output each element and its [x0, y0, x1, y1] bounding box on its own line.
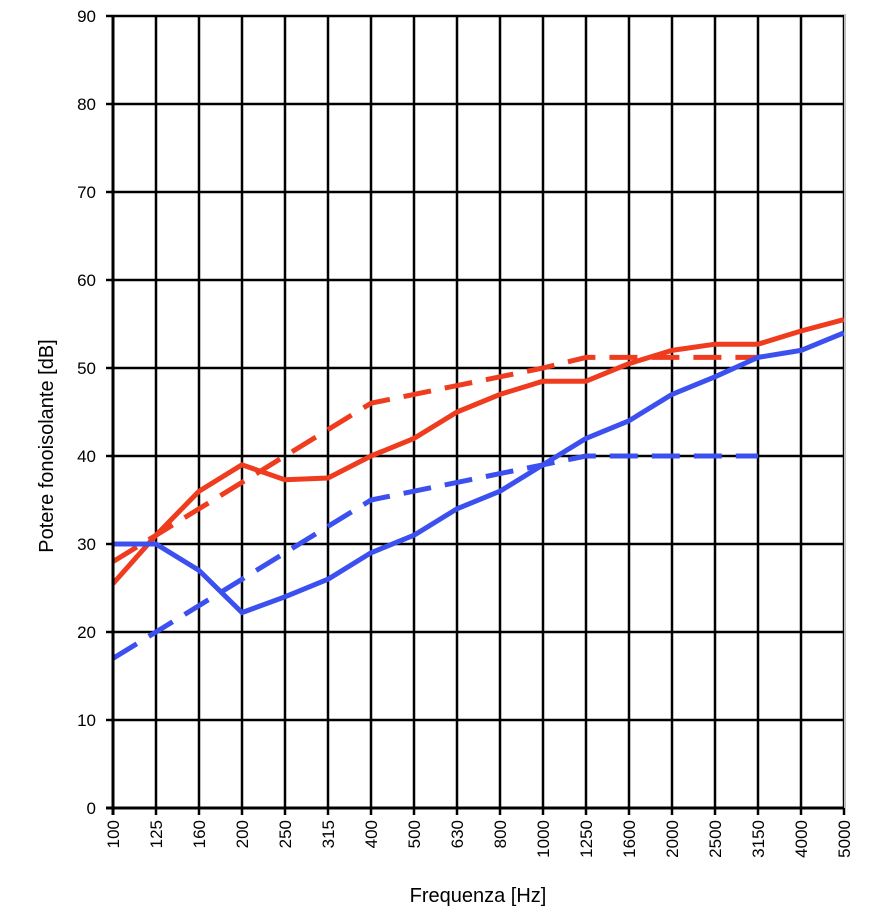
y-tick-label: 10: [77, 711, 96, 730]
y-tick-label: 40: [77, 447, 96, 466]
grid: [111, 14, 846, 810]
x-tick-label: 5000: [835, 820, 854, 858]
x-tick-label: 3150: [749, 820, 768, 858]
y-tick-label: 60: [77, 271, 96, 290]
x-tick-label: 160: [190, 820, 209, 848]
series-line-1: [111, 317, 845, 586]
x-tick-label: 800: [491, 820, 510, 848]
axes: [106, 14, 846, 815]
x-tick-label: 125: [147, 820, 166, 848]
y-tick-label: 90: [77, 7, 96, 26]
x-tick-label: 200: [233, 820, 252, 848]
y-tick-label: 30: [77, 535, 96, 554]
series-group: [111, 317, 845, 661]
x-tick-label: 400: [362, 820, 381, 848]
x-tick-label: 630: [448, 820, 467, 848]
y-tick-label: 70: [77, 183, 96, 202]
y-tick-label: 20: [77, 623, 96, 642]
x-tick-label: 2000: [663, 820, 682, 858]
x-tick-label: 315: [319, 820, 338, 848]
x-tick-label: 1250: [577, 820, 596, 858]
x-axis-label: Frequenza [Hz]: [410, 885, 547, 907]
y-tick-label: 0: [87, 799, 96, 818]
x-tick-label: 2500: [706, 820, 725, 858]
y-tick-labels: 0 10 20 30 40 50 60 70 80 90: [77, 7, 96, 818]
series-line-2: [111, 354, 758, 564]
series-line-3: [113, 330, 845, 616]
series-line-4: [111, 453, 758, 661]
x-tick-label: 250: [276, 820, 295, 848]
y-axis-label: Potere fonoisolante [dB]: [36, 339, 58, 552]
x-tick-label: 1600: [620, 820, 639, 858]
x-tick-label: 1000: [534, 820, 553, 858]
x-tick-labels: 100 125 160 200 250 315 400 500 630 800 1000 1250 16…: [104, 820, 854, 858]
y-tick-label: 50: [77, 359, 96, 378]
x-tick-label: 500: [405, 820, 424, 848]
x-tick-label: 100: [104, 820, 123, 848]
x-tick-label: 4000: [792, 820, 811, 858]
y-tick-label: 80: [77, 95, 96, 114]
